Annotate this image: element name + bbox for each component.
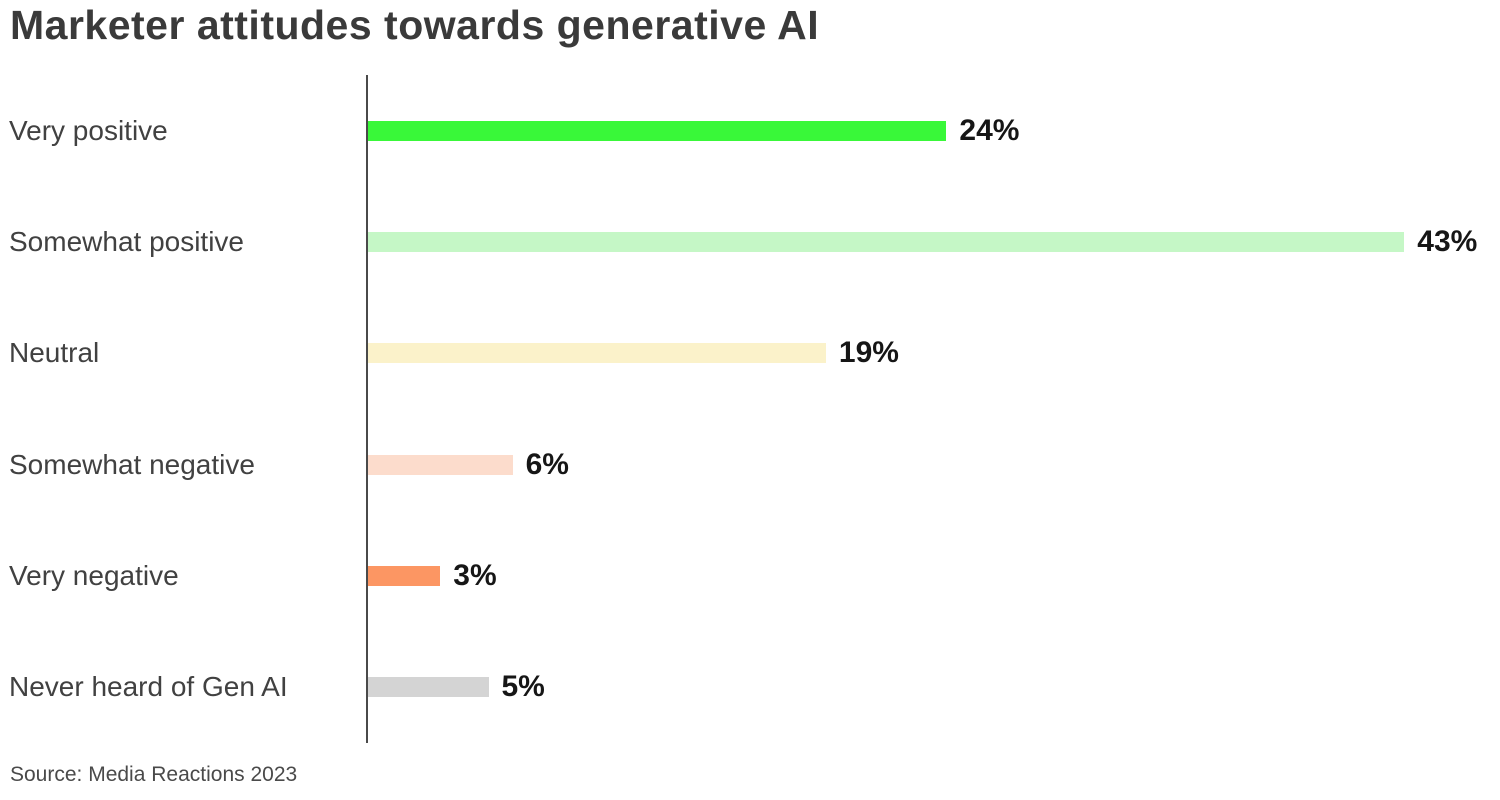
bar-track: 3% bbox=[368, 559, 1500, 593]
chart-row-somewhat-positive: Somewhat positive 43% bbox=[0, 186, 1500, 297]
chart-row-neutral: Neutral 19% bbox=[0, 298, 1500, 409]
bar-very-negative bbox=[368, 565, 441, 586]
chart-row-never-heard: Never heard of Gen AI 5% bbox=[0, 632, 1500, 743]
bar-somewhat-positive bbox=[368, 231, 1405, 252]
chart-title: Marketer attitudes towards generative AI bbox=[10, 2, 820, 48]
value-label: 43% bbox=[1417, 224, 1478, 258]
value-label: 24% bbox=[959, 113, 1020, 147]
chart-row-somewhat-negative: Somewhat negative 6% bbox=[0, 409, 1500, 520]
chart-rows: Very positive 24% Somewhat positive 43% … bbox=[0, 75, 1500, 743]
value-label: 3% bbox=[453, 558, 497, 592]
bar-track: 24% bbox=[368, 114, 1500, 148]
category-label: Never heard of Gen AI bbox=[9, 671, 288, 703]
bar-somewhat-negative bbox=[368, 454, 513, 475]
source-note: Source: Media Reactions 2023 bbox=[10, 763, 298, 786]
value-label: 5% bbox=[501, 670, 545, 704]
chart-row-very-negative: Very negative 3% bbox=[0, 520, 1500, 631]
bar-track: 5% bbox=[368, 670, 1500, 704]
category-label: Somewhat negative bbox=[9, 448, 255, 480]
category-label: Very positive bbox=[9, 114, 168, 146]
bar-track: 43% bbox=[368, 225, 1500, 259]
bar-neutral bbox=[368, 343, 826, 364]
category-label: Very negative bbox=[9, 559, 179, 591]
category-label: Neutral bbox=[9, 337, 100, 369]
value-label: 19% bbox=[838, 336, 899, 370]
category-label: Somewhat positive bbox=[9, 225, 245, 257]
bar-track: 6% bbox=[368, 448, 1500, 482]
bar-track: 19% bbox=[368, 336, 1500, 370]
bar-chart: Very positive 24% Somewhat positive 43% … bbox=[0, 75, 1500, 743]
chart-row-very-positive: Very positive 24% bbox=[0, 75, 1500, 186]
y-axis-line bbox=[366, 75, 368, 743]
value-label: 6% bbox=[525, 447, 569, 481]
bar-never-heard bbox=[368, 677, 489, 698]
bar-very-positive bbox=[368, 120, 947, 141]
